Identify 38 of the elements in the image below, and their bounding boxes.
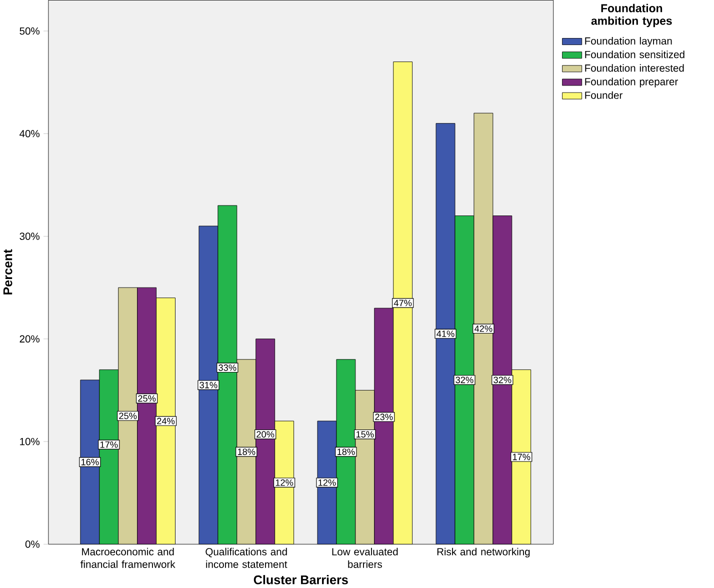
- x-tick-label: Risk and networking: [437, 548, 530, 558]
- y-tick-label: 0%: [25, 540, 40, 548]
- legend-label: Foundation layman: [585, 37, 672, 47]
- data-label: 32%: [456, 376, 474, 384]
- data-label: 18%: [337, 448, 355, 456]
- legend-label: Foundation interested: [585, 64, 684, 72]
- data-label: 24%: [157, 418, 175, 424]
- x-tick-label: Low evaluated barriers: [332, 548, 398, 568]
- data-label: 33%: [218, 364, 236, 372]
- x-axis-title: Cluster Barriers: [254, 575, 348, 584]
- y-tick-label: 20%: [20, 335, 40, 343]
- x-tick-label: Macroeconomic and financial framenwork: [80, 548, 176, 568]
- x-tick-label: Qualifications and income statement: [206, 548, 288, 568]
- data-label: 41%: [436, 330, 454, 338]
- data-label: 15%: [356, 431, 374, 438]
- data-label: 20%: [256, 431, 274, 438]
- legend-label: Foundation preparer: [585, 78, 678, 88]
- data-label: 12%: [276, 480, 294, 486]
- data-label: 31%: [200, 382, 218, 388]
- data-label: 18%: [238, 448, 256, 456]
- y-tick-label: 50%: [20, 28, 40, 35]
- y-axis-title: Percent: [3, 249, 12, 295]
- legend-title: Foundation ambition types: [591, 4, 672, 28]
- legend-label: Foundation sensitized: [585, 50, 684, 58]
- data-label: 12%: [318, 480, 336, 486]
- data-label: 47%: [394, 300, 412, 306]
- y-tick-label: 40%: [20, 130, 40, 138]
- data-label: 25%: [119, 412, 137, 420]
- legend-label: Founder: [585, 91, 622, 100]
- data-label: 17%: [100, 442, 118, 448]
- data-label: 42%: [474, 326, 492, 332]
- y-tick-label: 30%: [20, 232, 40, 240]
- data-label: 25%: [138, 395, 156, 402]
- data-label: 23%: [375, 414, 393, 420]
- data-label: 32%: [494, 376, 512, 384]
- data-label: 17%: [512, 454, 530, 460]
- y-tick-label: 10%: [20, 438, 40, 446]
- data-label: 16%: [81, 458, 99, 466]
